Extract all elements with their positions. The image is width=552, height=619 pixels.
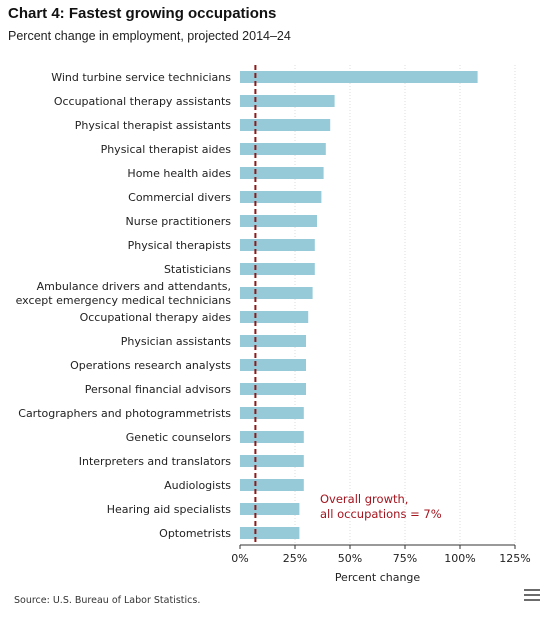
bar bbox=[240, 431, 304, 443]
category-label: Physical therapist aides bbox=[101, 143, 232, 156]
x-axis-title: Percent change bbox=[335, 571, 421, 584]
category-label: Wind turbine service technicians bbox=[51, 71, 231, 84]
x-tick-label: 125% bbox=[499, 552, 530, 565]
x-tick-label: 100% bbox=[444, 552, 475, 565]
category-label: Physical therapists bbox=[128, 239, 232, 252]
bar bbox=[240, 215, 317, 227]
category-label: Cartographers and photogrammetrists bbox=[18, 407, 231, 420]
bar bbox=[240, 503, 300, 515]
hamburger-menu-icon[interactable] bbox=[524, 589, 540, 603]
source-note: Source: U.S. Bureau of Labor Statistics. bbox=[14, 595, 201, 606]
bar bbox=[240, 311, 309, 323]
category-label: Occupational therapy assistants bbox=[54, 95, 231, 108]
bar bbox=[240, 191, 322, 203]
category-label: Interpreters and translators bbox=[79, 455, 232, 468]
menu-bar bbox=[524, 589, 540, 591]
category-label: Genetic counselors bbox=[126, 431, 231, 444]
chart-subtitle: Percent change in employment, projected … bbox=[8, 29, 291, 43]
annotation-text: all occupations = 7% bbox=[320, 507, 442, 521]
category-label: Operations research analysts bbox=[70, 359, 231, 372]
category-label: Nurse practitioners bbox=[126, 215, 232, 228]
bar bbox=[240, 335, 306, 347]
menu-bar bbox=[524, 594, 540, 596]
category-label: Optometrists bbox=[159, 527, 231, 540]
category-label: Physical therapist assistants bbox=[75, 119, 231, 132]
x-tick-label: 75% bbox=[393, 552, 417, 565]
bar bbox=[240, 359, 306, 371]
annotation-text: Overall growth, bbox=[320, 492, 408, 506]
bar bbox=[240, 479, 304, 491]
category-label: Commercial divers bbox=[128, 191, 231, 204]
bar bbox=[240, 287, 313, 299]
category-label: Physician assistants bbox=[121, 335, 232, 348]
bar bbox=[240, 239, 315, 251]
bar bbox=[240, 263, 315, 275]
category-label: Audiologists bbox=[164, 479, 231, 492]
bar bbox=[240, 71, 478, 83]
bar bbox=[240, 383, 306, 395]
bar bbox=[240, 95, 335, 107]
bar bbox=[240, 119, 331, 131]
x-tick-label: 25% bbox=[283, 552, 307, 565]
category-label: Statisticians bbox=[164, 263, 231, 276]
menu-bar bbox=[524, 599, 540, 601]
category-label: Hearing aid specialists bbox=[107, 503, 232, 516]
bar bbox=[240, 455, 304, 467]
category-label: Home health aides bbox=[127, 167, 231, 180]
category-label: Occupational therapy aides bbox=[80, 311, 232, 324]
bar bbox=[240, 143, 326, 155]
category-label: Personal financial advisors bbox=[85, 383, 232, 396]
x-tick-label: 0% bbox=[231, 552, 248, 565]
category-label: Ambulance drivers and attendants, except … bbox=[16, 280, 232, 307]
bar bbox=[240, 527, 300, 539]
bar-chart: Wind turbine service technicians Occupati… bbox=[16, 65, 531, 584]
bar bbox=[240, 407, 304, 419]
chart-title: Chart 4: Fastest growing occupations bbox=[8, 5, 277, 22]
x-tick-label: 50% bbox=[338, 552, 362, 565]
bar bbox=[240, 167, 324, 179]
